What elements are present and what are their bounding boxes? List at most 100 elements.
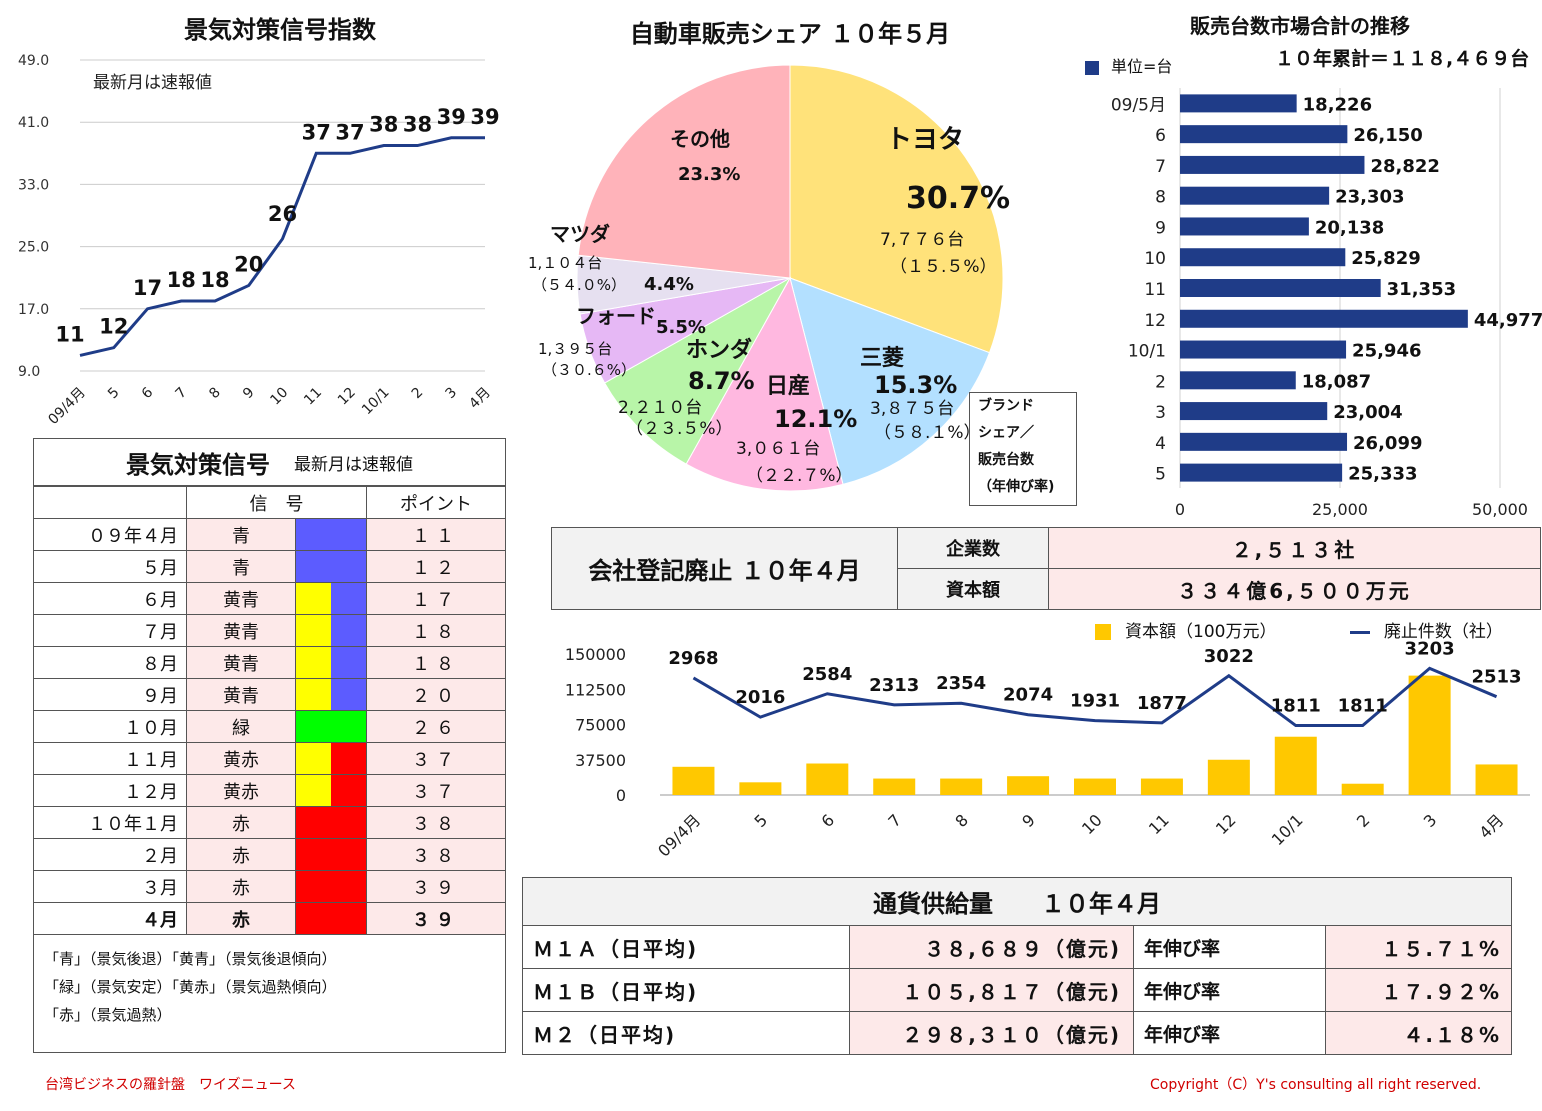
signal-month: １０年１月 [34,806,187,839]
signal-row: １０月緑 ２６ [34,710,505,743]
pie-slice-label: マツダ [550,222,610,246]
signal-table-note: 最新月は速報値 [294,454,413,475]
capital-bar [1140,778,1183,795]
index-value-label: 11 [55,322,84,346]
capital-bar [1475,764,1518,795]
pie-slice-units: 2,２１０台 [618,398,702,418]
y-tick-label: 6 [1155,126,1166,146]
signal-point: ２６ [366,710,505,743]
signal-color-red [331,775,366,806]
signal-month: １０月 [34,710,187,743]
closure-value-label: 2354 [936,673,986,694]
signal-month: ３月 [34,870,187,903]
money-supply-rate-label: 年伸び率 [1133,925,1326,969]
pie-slice-pct: 5.5% [656,317,706,338]
signal-color-red [331,743,366,774]
signal-row: １０年１月赤 ３８ [34,806,505,839]
signal-color-blue [331,679,366,710]
y-tick-label: 09/5月 [1111,95,1166,115]
y-tick-label: 150000 [565,645,626,664]
pie-slice-growth: （２２.７%） [746,466,853,486]
signal-point: ３７ [366,742,505,775]
sales-chart-title: 販売台数市場合計の推移 [1190,14,1410,38]
signal-name: 赤 [186,806,296,839]
sales-bar [1180,186,1330,205]
y-tick-label: 0 [616,786,626,805]
pie-slice-label: フォード [576,304,656,328]
signal-color-box [296,615,366,646]
signal-legend-line: 「青」（景気後退）「黄青」（景気後退傾向） [44,950,337,968]
signal-month: ２月 [34,838,187,871]
x-tick-label: 3 [442,385,460,403]
signal-month: ６月 [34,582,187,615]
pie-legend-line: ブランド [978,398,1034,414]
sales-bar [1180,248,1346,267]
signal-row: １１月 黄赤 ３７ [34,742,505,775]
money-supply-rate: ４.１８% [1325,1011,1512,1055]
signal-month: ８月 [34,646,187,679]
y-tick-label: 11 [1144,280,1166,300]
capital-bar [1007,776,1050,795]
signal-row: ４月赤 ３９ [34,902,505,935]
signal-month: ５月 [34,550,187,583]
x-tick-label: 3 [1420,810,1441,831]
index-series-line [79,136,485,357]
capital-bar [873,778,916,795]
header-point: ポイント [366,486,505,519]
registry-table: 会社登記廃止 １０年４月 企業数 ２,５１３社 資本額 ３３４億6,５００万元 [551,527,1541,610]
closures-line [692,666,1498,728]
sales-value-label: 26,150 [1353,125,1422,146]
signal-legend-line: 「赤」（景気過熱） [44,1006,172,1024]
index-value-label: 37 [302,120,331,144]
sales-value-label: 23,303 [1335,187,1404,208]
registry-label: 企業数 [897,527,1049,569]
capital-bar [1274,736,1317,795]
y-tick-label: 37500 [575,751,626,770]
sales-bar [1180,94,1297,113]
pie-chart-title: 自動車販売シェア １０年５月 [629,20,951,48]
closure-legend-line: 廃止件数（社） [1383,622,1503,642]
signal-row: ７月 黄青 １８ [34,614,505,647]
money-supply-name: Ｍ１Ａ（日平均) [522,925,850,969]
signal-point: １２ [366,550,505,583]
pie-slice-growth: （２３.５%） [626,419,733,439]
y-tick-label: 5 [1155,465,1166,485]
pie-slice-pct: 23.3% [678,164,740,185]
x-tick-label: 4月 [1475,810,1507,842]
signal-color-blue [331,583,366,614]
signal-row: ５月青 １２ [34,550,505,583]
signal-color-cell [295,582,367,615]
signal-month: ４月 [34,902,187,935]
signal-color-box [296,839,366,870]
sales-bar-chart: 0 25,000 50,00018,22609/5月26,150628,822723… [1111,88,1542,519]
closure-value-label: 1811 [1338,696,1388,717]
closure-value-label: 2313 [869,675,919,696]
signal-color-blue [331,615,366,646]
closure-value-label: 2074 [1003,685,1053,706]
sales-value-label: 25,946 [1352,341,1421,362]
signal-color-yellow [296,775,331,806]
x-tick-label: 8 [206,385,224,403]
index-value-label: 18 [167,268,196,292]
signal-color-box [296,743,366,774]
signal-table: 信 号 ポイント ０９年４月青 １１ ５月青 １２ ６月 黄青 １７ ７月 黄青 １８ ８月 黄青 １８… [34,486,505,935]
index-value-label: 38 [369,113,398,137]
sales-bar [1180,340,1347,359]
signal-table-panel: 景気対策信号 最新月は速報値 信 号 ポイント ０９年４月青 １１ ５月青 １２ ６月黄… [33,438,506,1053]
footer-copyright: Copyright（C）Y's consulting all right res… [1150,1077,1482,1093]
pie-slice-label: ホンダ [686,337,752,363]
x-tick-label: 9 [1018,810,1039,831]
money-supply-rate: １５.７１% [1325,925,1512,969]
x-tick-label: 10 [267,385,291,409]
index-value-label: 26 [268,202,297,226]
signal-color-yellow [296,615,331,646]
x-tick-label: 10/1 [1268,810,1307,849]
money-supply-value: ３８,６８９（億元) [849,925,1134,969]
closure-value-label: 1811 [1271,696,1321,717]
x-tick-label: 50,000 [1472,500,1528,519]
pie-slice-pct: 30.7% [906,181,1010,216]
signal-row: ０９年４月青 １１ [34,518,505,551]
signal-name: 青 [186,518,296,551]
signal-color-red [296,871,366,902]
money-supply-rate-label: 年伸び率 [1133,968,1326,1012]
